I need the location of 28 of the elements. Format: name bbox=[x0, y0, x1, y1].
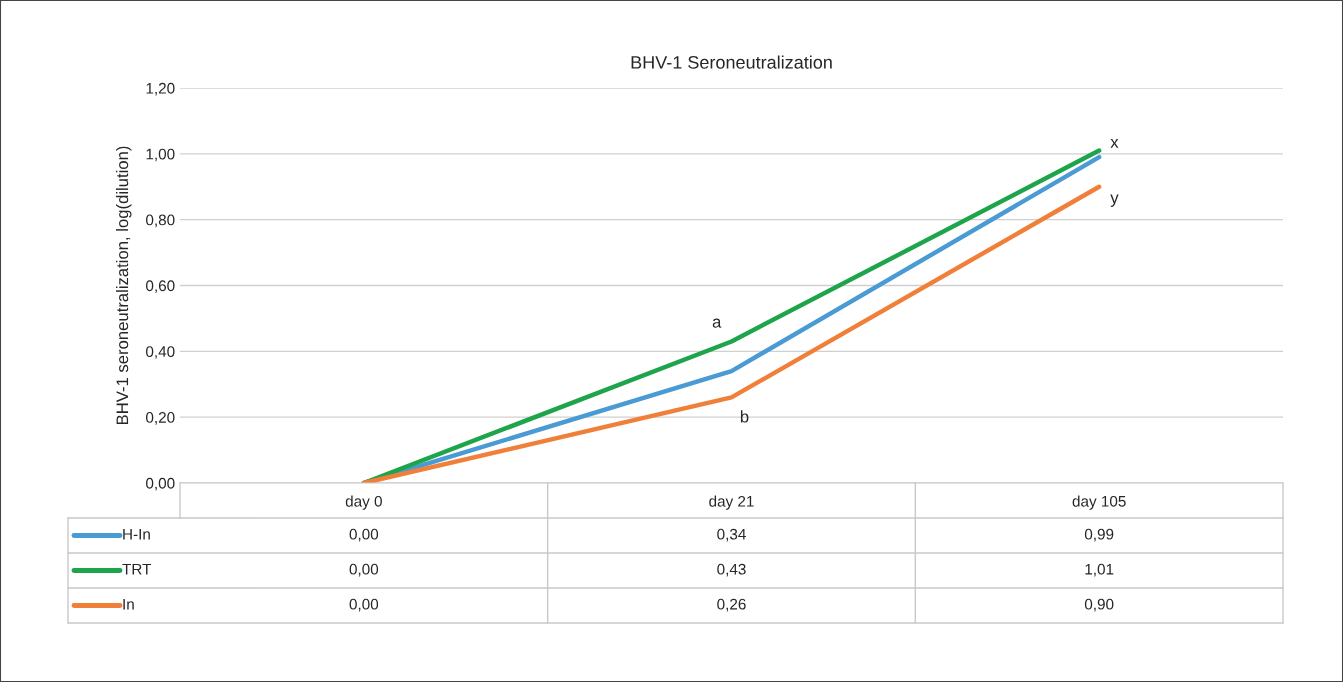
x-tick-label: day 105 bbox=[1072, 495, 1126, 510]
legend-label: TRT bbox=[122, 563, 152, 575]
chart-title: BHV-1 Seroneutralization bbox=[631, 55, 832, 69]
data-label: 0,99 bbox=[1084, 528, 1114, 542]
legend-label: In bbox=[123, 598, 134, 610]
data-label: 1,01 bbox=[1085, 563, 1114, 577]
data-label: 0,00 bbox=[349, 528, 379, 542]
data-label: 0,00 bbox=[349, 563, 379, 577]
annotation: x bbox=[1110, 138, 1119, 148]
annotation: a bbox=[712, 318, 722, 328]
y-tick-label: 0,40 bbox=[146, 346, 175, 359]
data-label: 0,34 bbox=[717, 528, 746, 542]
y-tick-label: 0,00 bbox=[146, 477, 175, 491]
data-label: 0,26 bbox=[717, 598, 746, 612]
data-label: 0,00 bbox=[349, 598, 379, 612]
y-tick-label: 0,60 bbox=[146, 280, 175, 293]
data-label: 0,43 bbox=[717, 563, 746, 577]
annotation: y bbox=[1110, 194, 1119, 207]
data-label: 0,90 bbox=[1084, 598, 1114, 612]
y-tick-label: 0,20 bbox=[146, 412, 175, 425]
legend-label: H-In bbox=[123, 528, 150, 540]
y-tick-label: 1,00 bbox=[146, 148, 175, 162]
x-tick-label: day 0 bbox=[345, 495, 382, 510]
y-axis-title: BHV-1 seroneutralization, log(dilution) bbox=[115, 146, 132, 425]
y-tick-label: 1,20 bbox=[146, 82, 175, 96]
annotation: b bbox=[740, 410, 749, 423]
x-tick-label: day 21 bbox=[709, 495, 754, 510]
y-tick-label: 0,80 bbox=[146, 214, 175, 228]
